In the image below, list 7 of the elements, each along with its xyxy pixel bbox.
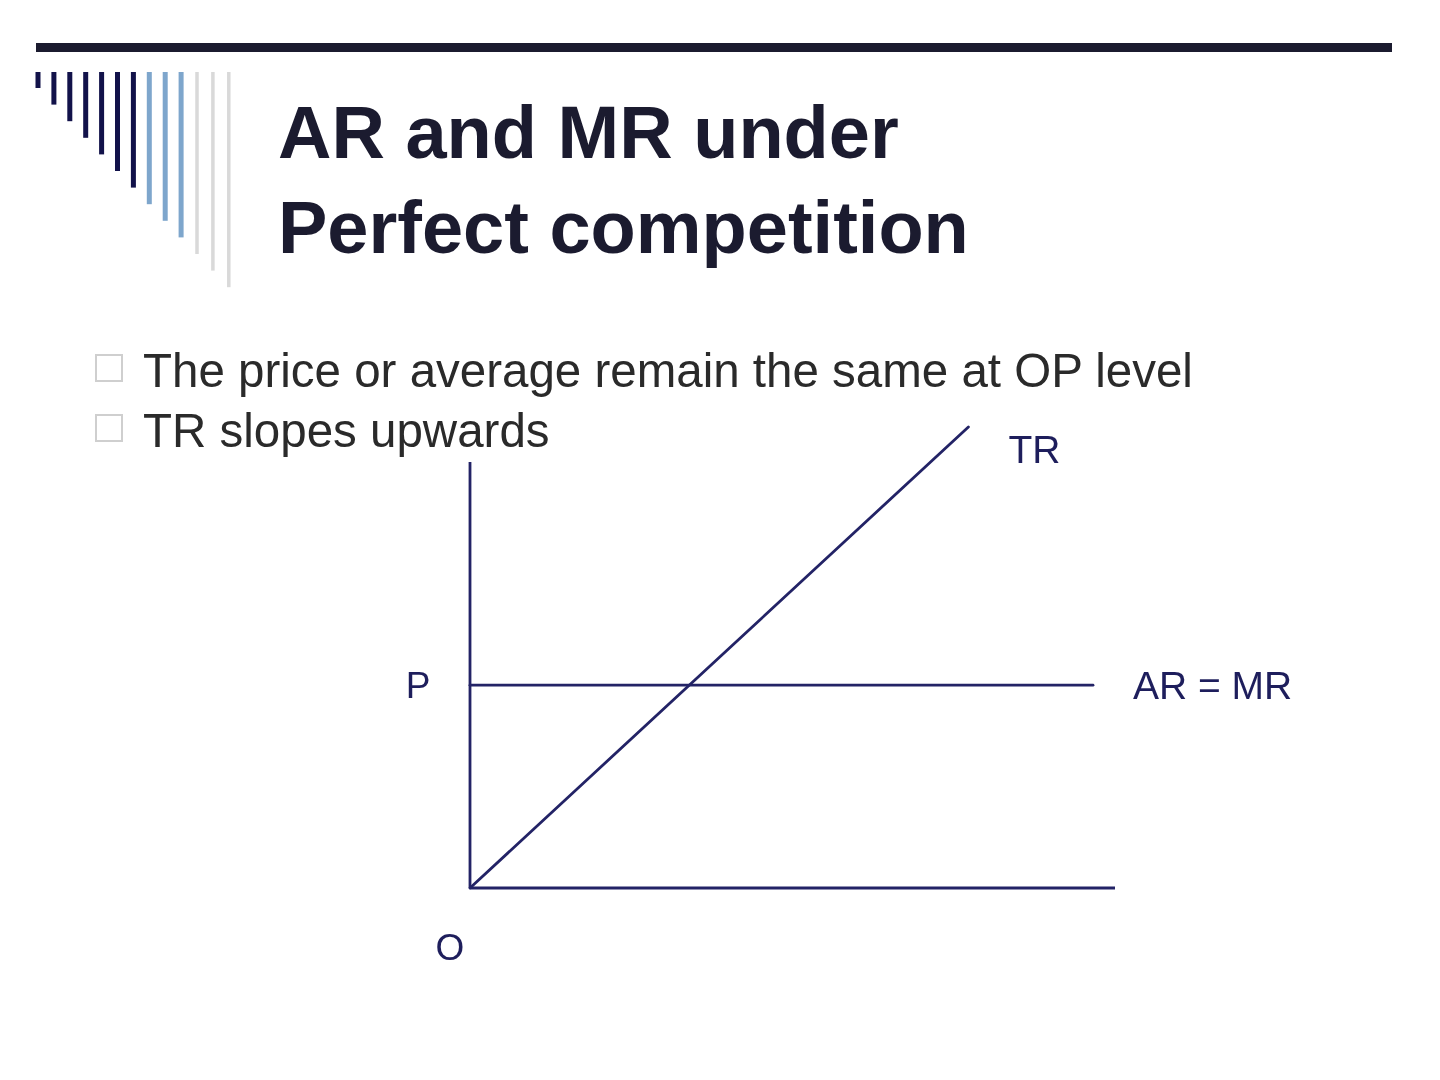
text: P: [405, 665, 431, 707]
series-label: TR: [1008, 428, 1061, 471]
series-label: AR = MR: [1133, 664, 1293, 708]
text: The price or average remain the same at OP level: [143, 344, 1193, 397]
chart-title: AR and MR under Perfect competition: [278, 91, 969, 269]
annotation: TR slopes upwards: [143, 404, 550, 457]
text: O: [435, 927, 465, 968]
